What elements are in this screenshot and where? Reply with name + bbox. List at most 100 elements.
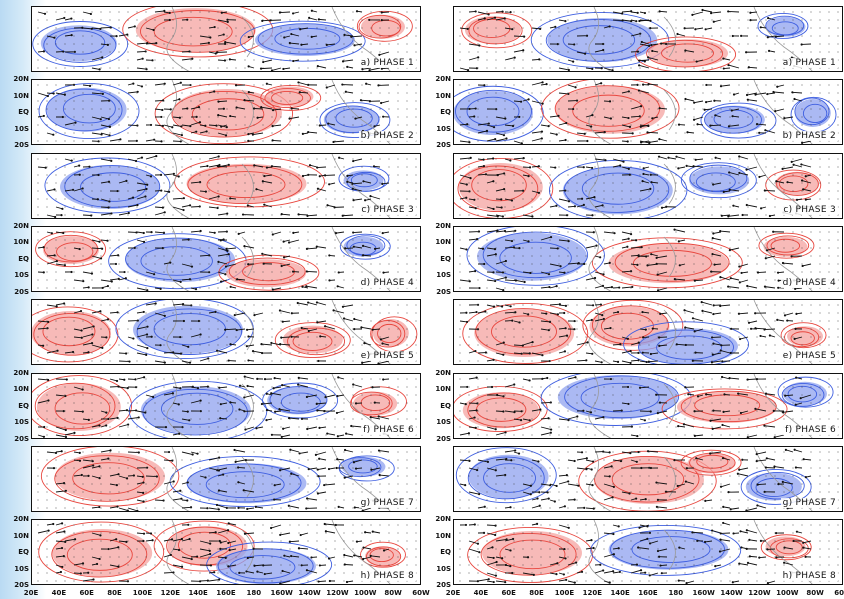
grid-dot [334, 19, 336, 21]
wind-vector-head [246, 203, 249, 207]
wind-vector-head [222, 473, 225, 476]
wind-vector-head [168, 190, 171, 193]
grid-dot [298, 532, 300, 534]
grid-dot [46, 198, 48, 200]
wind-vector [261, 107, 273, 110]
grid-dot [334, 271, 336, 273]
wind-vector [217, 59, 225, 61]
grid-dot [513, 27, 515, 29]
wind-vector-head [59, 571, 63, 574]
wind-vector-head [352, 382, 355, 386]
grid-dot [747, 206, 749, 208]
grid-dot [289, 190, 291, 192]
grid-dot [46, 51, 48, 53]
grid-dot [37, 59, 39, 61]
grid-dot [271, 459, 273, 461]
grid-dot [118, 459, 120, 461]
grid-dot [388, 239, 390, 241]
wind-vector [342, 304, 354, 308]
grid-dot [747, 59, 749, 61]
grid-dot [73, 425, 75, 428]
grid-dot [244, 393, 246, 396]
wind-vector [767, 92, 776, 95]
grid-dot [172, 344, 174, 346]
wind-vector-head [545, 83, 548, 86]
wind-vector [217, 165, 228, 168]
grid-dot [217, 320, 219, 322]
grid-dot [37, 206, 39, 208]
wind-vector-head [469, 156, 472, 159]
grid-dot [280, 425, 282, 428]
grid-dot [208, 409, 210, 412]
wind-vector [208, 457, 220, 461]
grid-dot [262, 59, 264, 61]
grid-dot [172, 19, 174, 21]
grid-dot [388, 247, 390, 249]
wind-vector [558, 92, 569, 95]
wind-vector-head [225, 506, 228, 509]
wind-vector-head [328, 579, 331, 583]
wind-vector [746, 92, 758, 96]
grid-dot [316, 433, 318, 436]
grid-dot [262, 84, 264, 86]
wind-vector-head [223, 42, 227, 46]
grid-dot [459, 11, 461, 13]
wind-vector-head [79, 310, 83, 313]
grid-dot [298, 67, 300, 69]
grid-dot [82, 190, 84, 192]
wind-vector-head [766, 36, 769, 39]
grid-dot [235, 190, 237, 192]
wind-vector [486, 206, 494, 209]
wind-vector-head [195, 130, 198, 134]
negative-contour [680, 161, 757, 198]
wind-vector [82, 334, 93, 338]
grid-dot [585, 206, 587, 208]
wind-vector [218, 261, 228, 265]
grid-dot [226, 174, 228, 176]
grid-dot [783, 11, 785, 13]
grid-dot [361, 564, 363, 566]
grid-dot [468, 174, 470, 176]
wind-vector-head [217, 100, 220, 104]
grid-dot [415, 336, 417, 338]
grid-dot [531, 19, 533, 21]
grid-dot [226, 483, 228, 485]
wind-vector [801, 179, 812, 184]
grid-dot [648, 108, 650, 110]
longitude-tick-label: 180 [246, 589, 262, 597]
grid-dot [109, 124, 111, 126]
grid-dot [352, 393, 354, 396]
wind-vector-head [124, 277, 127, 280]
wind-vector [558, 139, 566, 142]
grid-dot [73, 51, 75, 53]
grid-dot [37, 483, 39, 485]
grid-dot [289, 377, 291, 380]
grid-dot [397, 158, 399, 160]
anomaly-field [37, 520, 417, 585]
grid-dot [837, 92, 839, 94]
wind-vector [256, 188, 264, 192]
wind-vector-head [781, 167, 784, 170]
grid-dot [217, 312, 219, 314]
grid-dot [127, 214, 129, 216]
grid-dot [603, 11, 605, 13]
positive-contour [40, 446, 180, 507]
grid-dot [190, 572, 192, 574]
positive-contour [174, 156, 325, 207]
grid-dot [280, 271, 282, 273]
wind-vector-head [274, 410, 277, 413]
grid-dot [208, 263, 210, 265]
wind-vector [238, 481, 246, 485]
wind-vector-head [180, 565, 184, 569]
grid-dot [109, 320, 111, 322]
wind-vector [254, 312, 264, 316]
wind-vector [317, 166, 327, 168]
grid-dot [163, 499, 165, 501]
grid-dot [459, 214, 461, 216]
wind-vector-head [593, 195, 596, 198]
grid-dot [208, 433, 210, 436]
grid-dot [576, 182, 578, 184]
phase-label: h) PHASE 8 [358, 571, 416, 582]
grid-dot [388, 43, 390, 45]
wind-vector-head [297, 383, 300, 386]
